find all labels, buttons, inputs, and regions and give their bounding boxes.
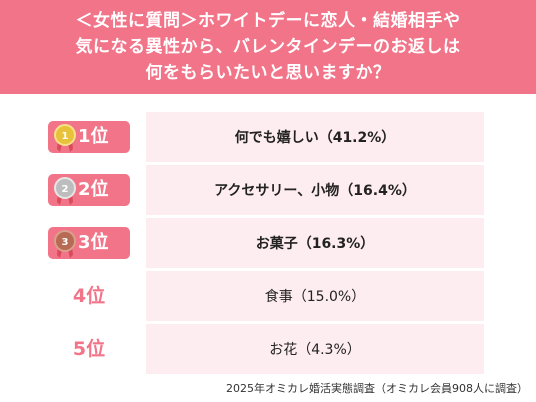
answer-cell: お花（4.3%） bbox=[146, 324, 484, 374]
svg-text:2: 2 bbox=[62, 184, 69, 195]
rank-label: 3位 bbox=[78, 232, 109, 253]
row-divider bbox=[146, 215, 484, 218]
svg-text:3: 3 bbox=[62, 237, 69, 248]
answer-cell: お菓子（16.3%） bbox=[146, 218, 484, 268]
ranking-row: 2 2位 アクセサリー、小物（16.4%） bbox=[0, 165, 536, 215]
rank-label: 4位 bbox=[72, 285, 106, 307]
chart-title-banner: ＜女性に質問＞ホワイトデーに恋人・結婚相手や 気になる異性から、バレンタインデー… bbox=[0, 0, 536, 94]
ranking-row: 4位 食事（15.0%） bbox=[0, 271, 536, 321]
rank-badge: 1 1位 bbox=[48, 121, 130, 153]
row-divider bbox=[146, 321, 484, 324]
rank-label: 1位 bbox=[78, 126, 109, 147]
title-line-1: ＜女性に質問＞ホワイトデーに恋人・結婚相手や bbox=[75, 11, 461, 31]
answer-cell: アクセサリー、小物（16.4%） bbox=[146, 165, 484, 215]
answer-cell: 何でも嬉しい（41.2%） bbox=[146, 112, 484, 162]
row-divider bbox=[146, 268, 484, 271]
title-line-2: 気になる異性から、バレンタインデーのお返しは bbox=[75, 37, 461, 57]
title-line-3: 何をもらいたいと思いますか？ bbox=[145, 63, 391, 83]
ranking-row: 3 3位 お菓子（16.3%） bbox=[0, 218, 536, 268]
gold-medal-icon: 1 bbox=[54, 124, 76, 152]
rank-badge: 2 2位 bbox=[48, 174, 130, 206]
ranking-row: 5位 お花（4.3%） bbox=[0, 324, 536, 374]
rank-label: 5位 bbox=[72, 338, 106, 360]
svg-text:1: 1 bbox=[62, 131, 69, 142]
row-divider bbox=[146, 162, 484, 165]
rank-label: 2位 bbox=[78, 179, 109, 200]
bronze-medal-icon: 3 bbox=[54, 230, 76, 258]
silver-medal-icon: 2 bbox=[54, 177, 76, 205]
ranking-row: 1 1位 何でも嬉しい（41.2%） bbox=[0, 112, 536, 162]
answer-cell: 食事（15.0%） bbox=[146, 271, 484, 321]
source-note: 2025年オミカレ婚活実態調査（オミカレ会員908人に調査） bbox=[226, 382, 528, 395]
rank-badge: 3 3位 bbox=[48, 227, 130, 259]
